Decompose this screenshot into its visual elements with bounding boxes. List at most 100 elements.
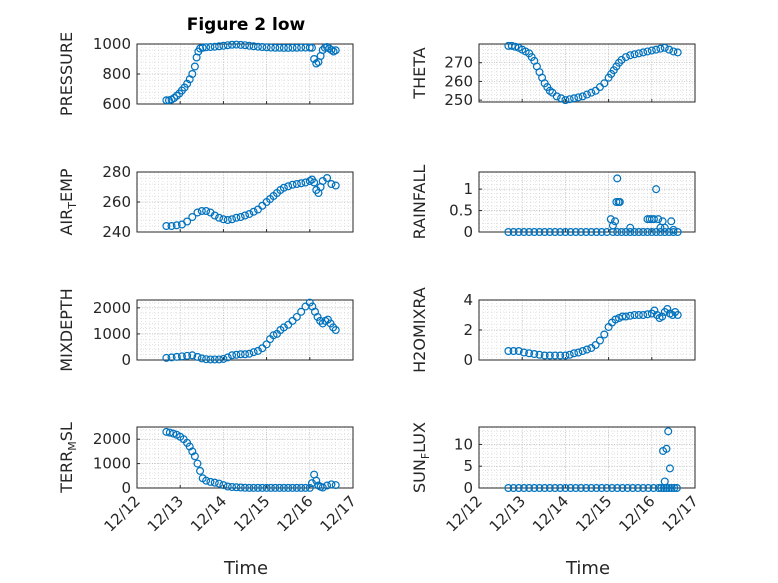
x-axis-label-right: Time <box>565 558 610 579</box>
data-point <box>219 41 228 50</box>
data-point <box>509 347 518 356</box>
data-point <box>545 228 554 237</box>
data-point <box>284 182 293 191</box>
y-tick-label: 2 <box>463 321 473 339</box>
data-point <box>626 311 635 320</box>
axes-box <box>136 171 354 233</box>
data-point <box>504 228 513 237</box>
data-point <box>232 350 241 359</box>
data-point <box>206 355 215 364</box>
data-point <box>266 43 275 52</box>
data-point <box>649 484 658 493</box>
data-point <box>630 311 639 320</box>
data-point <box>202 476 211 485</box>
y-tick-label: 10 <box>454 435 473 453</box>
data-point <box>301 483 310 492</box>
x-tick-label: 12/12 <box>101 492 144 535</box>
data-point <box>514 484 523 493</box>
data-point <box>292 180 301 189</box>
data-point <box>323 174 332 183</box>
data-point <box>525 349 534 358</box>
x-tick-label: 12/17 <box>659 492 702 535</box>
data-point <box>540 484 549 493</box>
y-tick-label: 280 <box>102 163 131 181</box>
data-point <box>172 91 181 100</box>
data-point <box>241 211 250 220</box>
data-point <box>561 484 570 493</box>
data-point <box>258 344 267 353</box>
data-point <box>630 50 639 59</box>
data-point <box>162 222 171 231</box>
y-tick-label: 0 <box>121 351 131 369</box>
data-point <box>210 211 219 220</box>
data-point <box>611 217 620 226</box>
data-point <box>615 198 624 207</box>
data-point <box>551 351 560 360</box>
y-tick-label: 1 <box>463 180 473 198</box>
data-point <box>318 483 327 492</box>
data-point <box>574 348 583 357</box>
data-point <box>669 225 678 234</box>
data-point <box>292 312 301 321</box>
subplot-rainfall: 0 0.5 1 RAINFALL <box>410 165 696 241</box>
data-point <box>196 466 205 475</box>
data-point <box>618 312 627 321</box>
data-point <box>530 484 539 493</box>
data-point <box>245 349 254 358</box>
data-point <box>600 330 609 339</box>
data-point <box>167 222 176 231</box>
data-point <box>241 350 250 359</box>
data-point <box>318 319 327 328</box>
data-point <box>602 228 611 237</box>
data-point <box>571 484 580 493</box>
data-point <box>519 348 528 357</box>
data-point <box>654 484 663 493</box>
data-point <box>297 179 306 188</box>
data-point <box>232 40 241 49</box>
data-point <box>665 228 674 237</box>
data-point <box>284 320 293 329</box>
data-point <box>197 354 206 363</box>
data-point <box>626 228 635 237</box>
data-point <box>223 216 232 225</box>
data-point <box>327 480 336 489</box>
data-point <box>582 345 591 354</box>
data-point <box>673 228 682 237</box>
data-point <box>665 484 674 493</box>
data-point <box>576 228 585 237</box>
data-point <box>514 228 523 237</box>
data-point <box>621 312 630 321</box>
data-point <box>331 326 340 335</box>
data-point <box>258 42 267 51</box>
data-point <box>253 346 262 355</box>
data-point <box>652 185 661 194</box>
subplot-sun-flux: 12/12 12/13 12/14 12/15 12/16 12/17 0 5 10 SUNFLU… <box>410 422 702 535</box>
data-point <box>236 483 245 492</box>
subplot-terr-msl: 12/12 12/13 12/14 12/15 12/16 12/17 0 1000 2000 T… <box>57 422 360 535</box>
data-point <box>634 311 643 320</box>
data-point <box>578 347 587 356</box>
axes-box <box>136 426 354 489</box>
data-point <box>223 482 232 491</box>
data-point <box>215 42 224 51</box>
x-tick-label: 12/14 <box>529 492 572 535</box>
data-point <box>657 484 666 493</box>
data-point <box>202 355 211 364</box>
x-tick-label: 12/12 <box>443 492 486 535</box>
data-point <box>301 178 310 187</box>
y-axis-label: AIRTEMP <box>57 168 79 235</box>
data-point <box>183 79 192 88</box>
data-point <box>323 481 332 490</box>
y-tick-label: 600 <box>102 95 131 113</box>
data-point <box>223 41 232 50</box>
data-point <box>236 40 245 49</box>
data-point <box>249 42 258 51</box>
data-point <box>279 323 288 332</box>
data-point <box>565 95 574 104</box>
data-point <box>202 43 211 52</box>
data-point <box>561 96 570 105</box>
data-point <box>639 484 648 493</box>
data-point <box>316 316 325 325</box>
y-tick-label: 260 <box>102 193 131 211</box>
